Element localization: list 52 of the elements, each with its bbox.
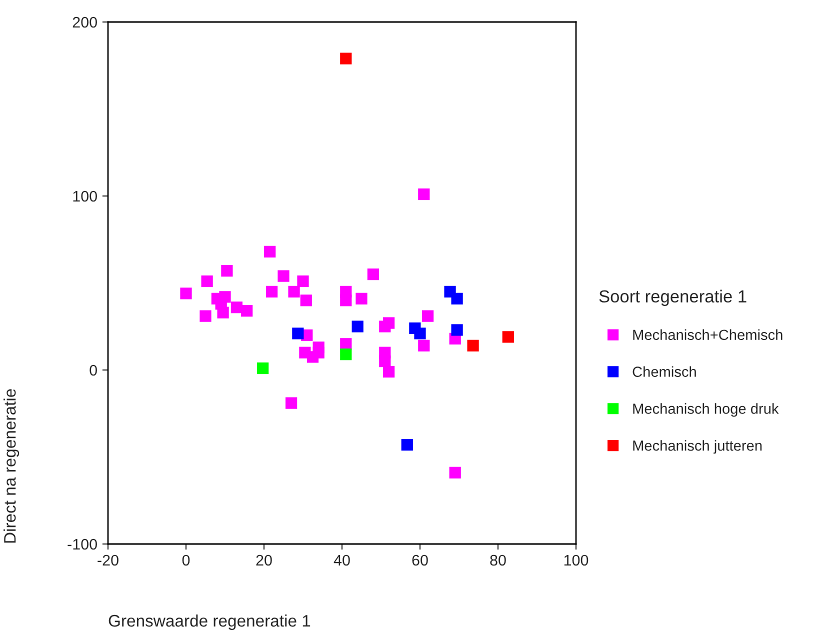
point bbox=[264, 246, 276, 258]
point bbox=[312, 342, 324, 354]
point bbox=[297, 275, 309, 288]
x-tick-label: 20 bbox=[256, 554, 272, 566]
point bbox=[340, 348, 352, 360]
point bbox=[367, 268, 380, 280]
point bbox=[422, 310, 434, 322]
legend-title: Soort regeneratie 1 bbox=[599, 290, 746, 306]
point bbox=[278, 270, 290, 282]
point bbox=[292, 328, 304, 340]
x-tick-label: 80 bbox=[490, 554, 506, 566]
x-tick-label: 40 bbox=[334, 554, 350, 566]
y-tick-label: 100 bbox=[73, 190, 97, 202]
point bbox=[382, 317, 395, 329]
point bbox=[221, 265, 233, 277]
point bbox=[451, 324, 463, 336]
point bbox=[285, 397, 298, 409]
x-tick-label: 60 bbox=[412, 554, 428, 566]
x-tick-label: 0 bbox=[182, 554, 190, 566]
point bbox=[340, 52, 352, 64]
point bbox=[288, 286, 300, 298]
y-tick-label: 0 bbox=[90, 364, 97, 376]
legend-label: Mechanisch jutteren bbox=[633, 440, 762, 454]
y-tick-label: 200 bbox=[72, 16, 97, 28]
legend-label: Mechanisch hoge druk bbox=[633, 403, 779, 417]
y-axis-title: Direct na regeneratie bbox=[4, 389, 20, 543]
y-tick-label: -100 bbox=[68, 538, 97, 550]
point bbox=[451, 292, 463, 304]
point bbox=[340, 294, 352, 306]
x-tick-label: -20 bbox=[98, 554, 118, 566]
point bbox=[379, 355, 391, 368]
point bbox=[382, 366, 395, 378]
point bbox=[180, 288, 192, 300]
point bbox=[467, 340, 479, 352]
point bbox=[356, 292, 368, 304]
x-axis-title: Grenswaarde regeneratie 1 bbox=[108, 614, 310, 630]
point bbox=[414, 328, 426, 340]
point bbox=[449, 466, 461, 478]
point bbox=[266, 286, 278, 298]
point bbox=[241, 305, 253, 317]
x-tick-label: 100 bbox=[564, 554, 588, 566]
point bbox=[257, 362, 269, 374]
legend-label: Mechanisch+Chemisch bbox=[633, 329, 782, 340]
point bbox=[502, 331, 514, 343]
point bbox=[300, 294, 312, 306]
point bbox=[418, 188, 430, 200]
point bbox=[418, 340, 430, 352]
point bbox=[201, 275, 213, 288]
point bbox=[200, 310, 212, 322]
point bbox=[401, 439, 413, 451]
legend-label: Chemisch bbox=[632, 366, 696, 377]
point bbox=[352, 320, 364, 332]
